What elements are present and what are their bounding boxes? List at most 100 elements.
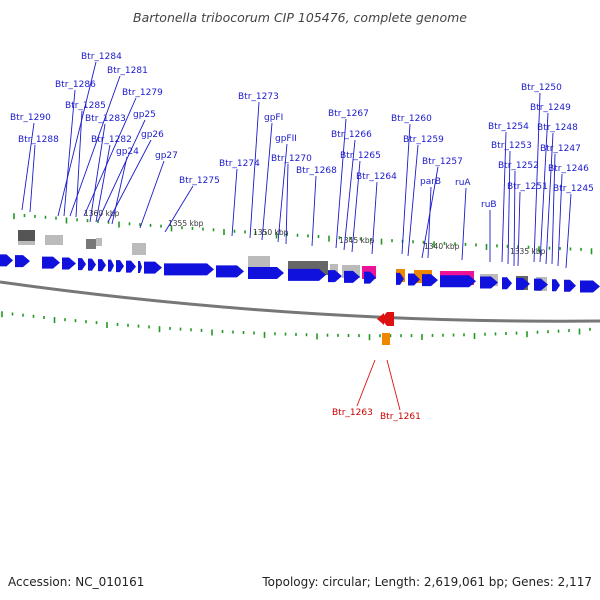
forward-cds <box>116 260 124 273</box>
genome-backbone <box>0 280 600 323</box>
leader-line <box>351 160 361 253</box>
forward-cds <box>15 255 30 268</box>
gene-label: Btr_1267 <box>328 109 369 119</box>
leader-line <box>517 191 521 267</box>
gene-label: Btr_1281 <box>107 66 148 76</box>
reverse-cds-track <box>377 312 394 326</box>
forward-cds <box>108 259 114 272</box>
gene-label: Btr_1279 <box>122 88 163 98</box>
gene-label: Btr_1253 <box>491 141 532 151</box>
leader-line <box>545 132 554 265</box>
leader-line <box>29 144 36 213</box>
leader-line <box>539 112 549 263</box>
leader-line <box>557 173 563 267</box>
gene-label: Btr_1286 <box>55 80 96 90</box>
reverse-cds <box>381 312 394 326</box>
leader-line <box>461 187 467 261</box>
gene-label: parB <box>420 177 441 187</box>
forward-cds <box>564 279 576 292</box>
forward-cds <box>364 271 376 284</box>
gene-label: Btr_1273 <box>238 92 279 102</box>
forward-cds <box>126 260 136 273</box>
leader-line <box>386 359 401 411</box>
leader-line <box>95 144 111 223</box>
gene-label: Btr_1275 <box>179 176 220 186</box>
gene-label: Btr_1249 <box>530 103 571 113</box>
forward-cds <box>328 270 342 283</box>
gene-label: Btr_1288 <box>18 135 59 145</box>
feature-boxes <box>18 230 547 345</box>
forward-cds <box>534 278 548 291</box>
scale-label: 1345 kbp <box>339 236 375 245</box>
feature-box <box>96 238 102 246</box>
label-leaders <box>21 61 572 411</box>
gene-label: Btr_1259 <box>403 135 444 145</box>
accession-text: Accession: NC_010161 <box>8 575 144 589</box>
scale-labels: 1360 kbp 1355 kbp 1350 kbp 1345 kbp 1340… <box>84 209 546 256</box>
leader-line <box>427 186 432 259</box>
leader-line <box>311 175 317 247</box>
forward-cds <box>62 257 76 270</box>
leader-line <box>401 123 411 255</box>
gene-label: Btr_1245 <box>553 184 594 194</box>
scale-label: 1335 kbp <box>510 247 546 256</box>
forward-cds <box>440 275 476 288</box>
forward-cds <box>78 258 86 271</box>
forward-cds <box>88 258 96 271</box>
gene-label: gpFI <box>264 113 283 123</box>
forward-cds <box>344 270 360 283</box>
leader-line <box>69 75 121 217</box>
gene-label: Btr_1266 <box>331 130 372 140</box>
forward-cds <box>502 277 512 290</box>
leader-line <box>343 139 356 251</box>
leader-line <box>57 61 97 217</box>
scale-label: 1355 kbp <box>168 219 204 228</box>
gene-label: ruA <box>455 178 471 188</box>
feature-box <box>132 243 146 255</box>
forward-cds <box>248 266 284 279</box>
leader-line <box>507 150 511 265</box>
forward-cds <box>42 256 60 269</box>
feature-box <box>330 264 338 276</box>
leader-line <box>371 181 378 255</box>
gene-label: Btr_1282 <box>91 135 132 145</box>
leader-line <box>513 170 516 267</box>
gene-label: Btr_1246 <box>548 164 589 174</box>
reverse-cds <box>377 313 384 325</box>
forward-cds <box>164 263 214 276</box>
leader-line <box>75 110 83 218</box>
feature-box <box>382 333 390 345</box>
gene-label: Btr_1247 <box>540 144 581 154</box>
gene-label: Btr_1285 <box>65 101 106 111</box>
scale-label: 1340 kbp <box>424 242 460 251</box>
scale-ticks-upper <box>13 213 593 255</box>
gene-label: Btr_1251 <box>507 182 548 192</box>
forward-cds <box>552 279 560 292</box>
gene-label: gp26 <box>141 130 164 140</box>
leader-line <box>139 160 165 229</box>
leader-line <box>231 168 238 237</box>
feature-box <box>86 239 96 249</box>
leader-line <box>335 118 347 249</box>
gene-label: Btr_1283 <box>85 114 126 124</box>
forward-cds <box>580 280 600 293</box>
gene-label: Btr_1260 <box>391 114 432 124</box>
gene-label: gp27 <box>155 151 178 161</box>
gene-label: Btr_1270 <box>271 154 312 164</box>
forward-cds <box>408 273 420 286</box>
leader-line <box>83 97 137 217</box>
gene-label: ruB <box>481 200 497 210</box>
scale-label: 1350 kbp <box>253 228 289 237</box>
gene-label: gp24 <box>116 147 139 157</box>
gene-labels: Btr_1284 Btr_1281 Btr_1286 Btr_1279 Btr_… <box>10 52 594 422</box>
forward-cds <box>138 261 142 274</box>
gene-label: Btr_1252 <box>498 161 539 171</box>
leader-line <box>285 163 289 245</box>
leader-line <box>249 101 260 239</box>
forward-cds <box>480 276 498 289</box>
feature-box <box>18 230 35 242</box>
gene-label: Btr_1254 <box>488 122 529 132</box>
genome-summary-text: Topology: circular; Length: 2,619,061 bp… <box>261 575 592 589</box>
leader-line <box>89 123 106 223</box>
